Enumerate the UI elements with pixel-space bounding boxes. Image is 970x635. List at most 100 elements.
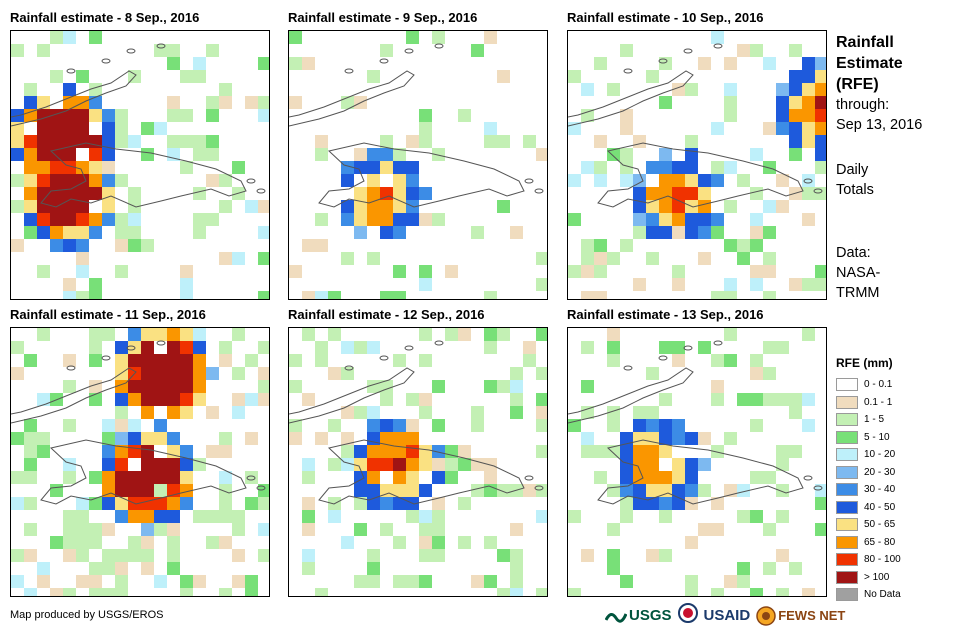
rainfall-cell [289, 380, 302, 393]
rainfall-cell [37, 445, 50, 458]
rainfall-cell [659, 510, 672, 523]
legend-item: 65 - 80 [836, 534, 901, 552]
rainfall-cell [380, 200, 393, 213]
rainfall-cell [141, 406, 154, 419]
rainfall-cell [154, 328, 167, 341]
rainfall-cell [536, 328, 547, 341]
rainfall-cell [471, 44, 484, 57]
legend-swatch [836, 465, 858, 479]
rainfall-cell [89, 562, 102, 575]
rainfall-cell [432, 549, 445, 562]
rainfall-cell [419, 393, 432, 406]
small-island [713, 340, 723, 346]
rainfall-cell [646, 252, 659, 265]
rainfall-cell [89, 291, 102, 299]
rainfall-cell [724, 96, 737, 109]
partner-logos: USGS USAID FEWS NET [605, 603, 845, 628]
small-island [658, 355, 668, 361]
rainfall-cell [315, 291, 328, 299]
rainfall-cell [354, 406, 367, 419]
rainfall-cell [685, 588, 698, 596]
rainfall-cell [419, 549, 432, 562]
rainfall-cell [724, 200, 737, 213]
rainfall-cell [419, 458, 432, 471]
rainfall-cell [37, 161, 50, 174]
rainfall-cell [115, 174, 128, 187]
rainfall-cell [380, 432, 393, 445]
rainfall-cell [328, 458, 341, 471]
rainfall-cell [393, 471, 406, 484]
rainfall-cell [406, 135, 419, 148]
rainfall-cell [115, 549, 128, 562]
rainfall-cell [646, 549, 659, 562]
rainfall-cell [789, 135, 802, 148]
rainfall-cell [302, 523, 315, 536]
small-island [683, 345, 693, 351]
rainfall-cell [258, 393, 269, 406]
rainfall-cell [193, 148, 206, 161]
rainfall-cell [76, 161, 89, 174]
through-date: Sep 13, 2016 [836, 117, 923, 133]
rainfall-cell [63, 174, 76, 187]
rainfall-cell [206, 536, 219, 549]
rainfall-cell [685, 187, 698, 200]
rainfall-cell [750, 265, 763, 278]
rainfall-cell [180, 109, 193, 122]
rainfall-cell [289, 31, 302, 44]
rainfall-cell [63, 419, 76, 432]
small-island [66, 365, 76, 371]
rainfall-cell [341, 161, 354, 174]
rainfall-cell [154, 497, 167, 510]
rainfall-cell [354, 161, 367, 174]
rainfall-cell [354, 484, 367, 497]
small-island [256, 485, 266, 491]
small-island [524, 178, 534, 184]
rainfall-cell [620, 497, 633, 510]
rainfall-cell [24, 354, 37, 367]
rainfall-cell [789, 109, 802, 122]
rainfall-cell [154, 510, 167, 523]
rainfall-cell [497, 549, 510, 562]
rainfall-cell [776, 83, 789, 96]
rainfall-cell [154, 458, 167, 471]
rainfall-cell [102, 148, 115, 161]
rainfall-cell [620, 471, 633, 484]
rainfall-cell [24, 174, 37, 187]
rainfall-cell [393, 174, 406, 187]
rainfall-cell [750, 239, 763, 252]
rainfall-cell [289, 57, 302, 70]
rainfall-cell [50, 161, 63, 174]
legend-item: 30 - 40 [836, 481, 901, 499]
rainfall-cell [672, 226, 685, 239]
rainfall-cell [659, 419, 672, 432]
rainfall-cell [419, 278, 432, 291]
rainfall-cell [63, 213, 76, 226]
rainfall-cell [510, 367, 523, 380]
rainfall-cell [154, 367, 167, 380]
rainfall-cell [258, 109, 269, 122]
rainfall-cell [341, 432, 354, 445]
legend-label: 65 - 80 [864, 536, 896, 548]
small-island [534, 188, 544, 194]
rainfall-cell [193, 70, 206, 83]
rainfall-cell [802, 135, 815, 148]
panel-title-sep-9: Rainfall estimate - 9 Sep., 2016 [288, 10, 478, 25]
rainfall-cell [180, 458, 193, 471]
rainfall-cell [737, 44, 750, 57]
rainfall-cell [128, 213, 141, 226]
rainfall-cell [63, 536, 76, 549]
rainfall-cell [167, 135, 180, 148]
rainfall-cell [815, 109, 826, 122]
rainfall-cell [63, 200, 76, 213]
rainfall-cell [698, 187, 711, 200]
rainfall-cell [406, 419, 419, 432]
rainfall-cell [193, 341, 206, 354]
rainfall-cell [354, 226, 367, 239]
rainfall-cell [776, 174, 789, 187]
rainfall-cell [419, 265, 432, 278]
rainfall-cell [646, 458, 659, 471]
rainfall-cell [484, 380, 497, 393]
legend-swatch [836, 395, 858, 409]
panel-title-sep-10: Rainfall estimate - 10 Sep., 2016 [567, 10, 764, 25]
rainfall-cell [620, 44, 633, 57]
